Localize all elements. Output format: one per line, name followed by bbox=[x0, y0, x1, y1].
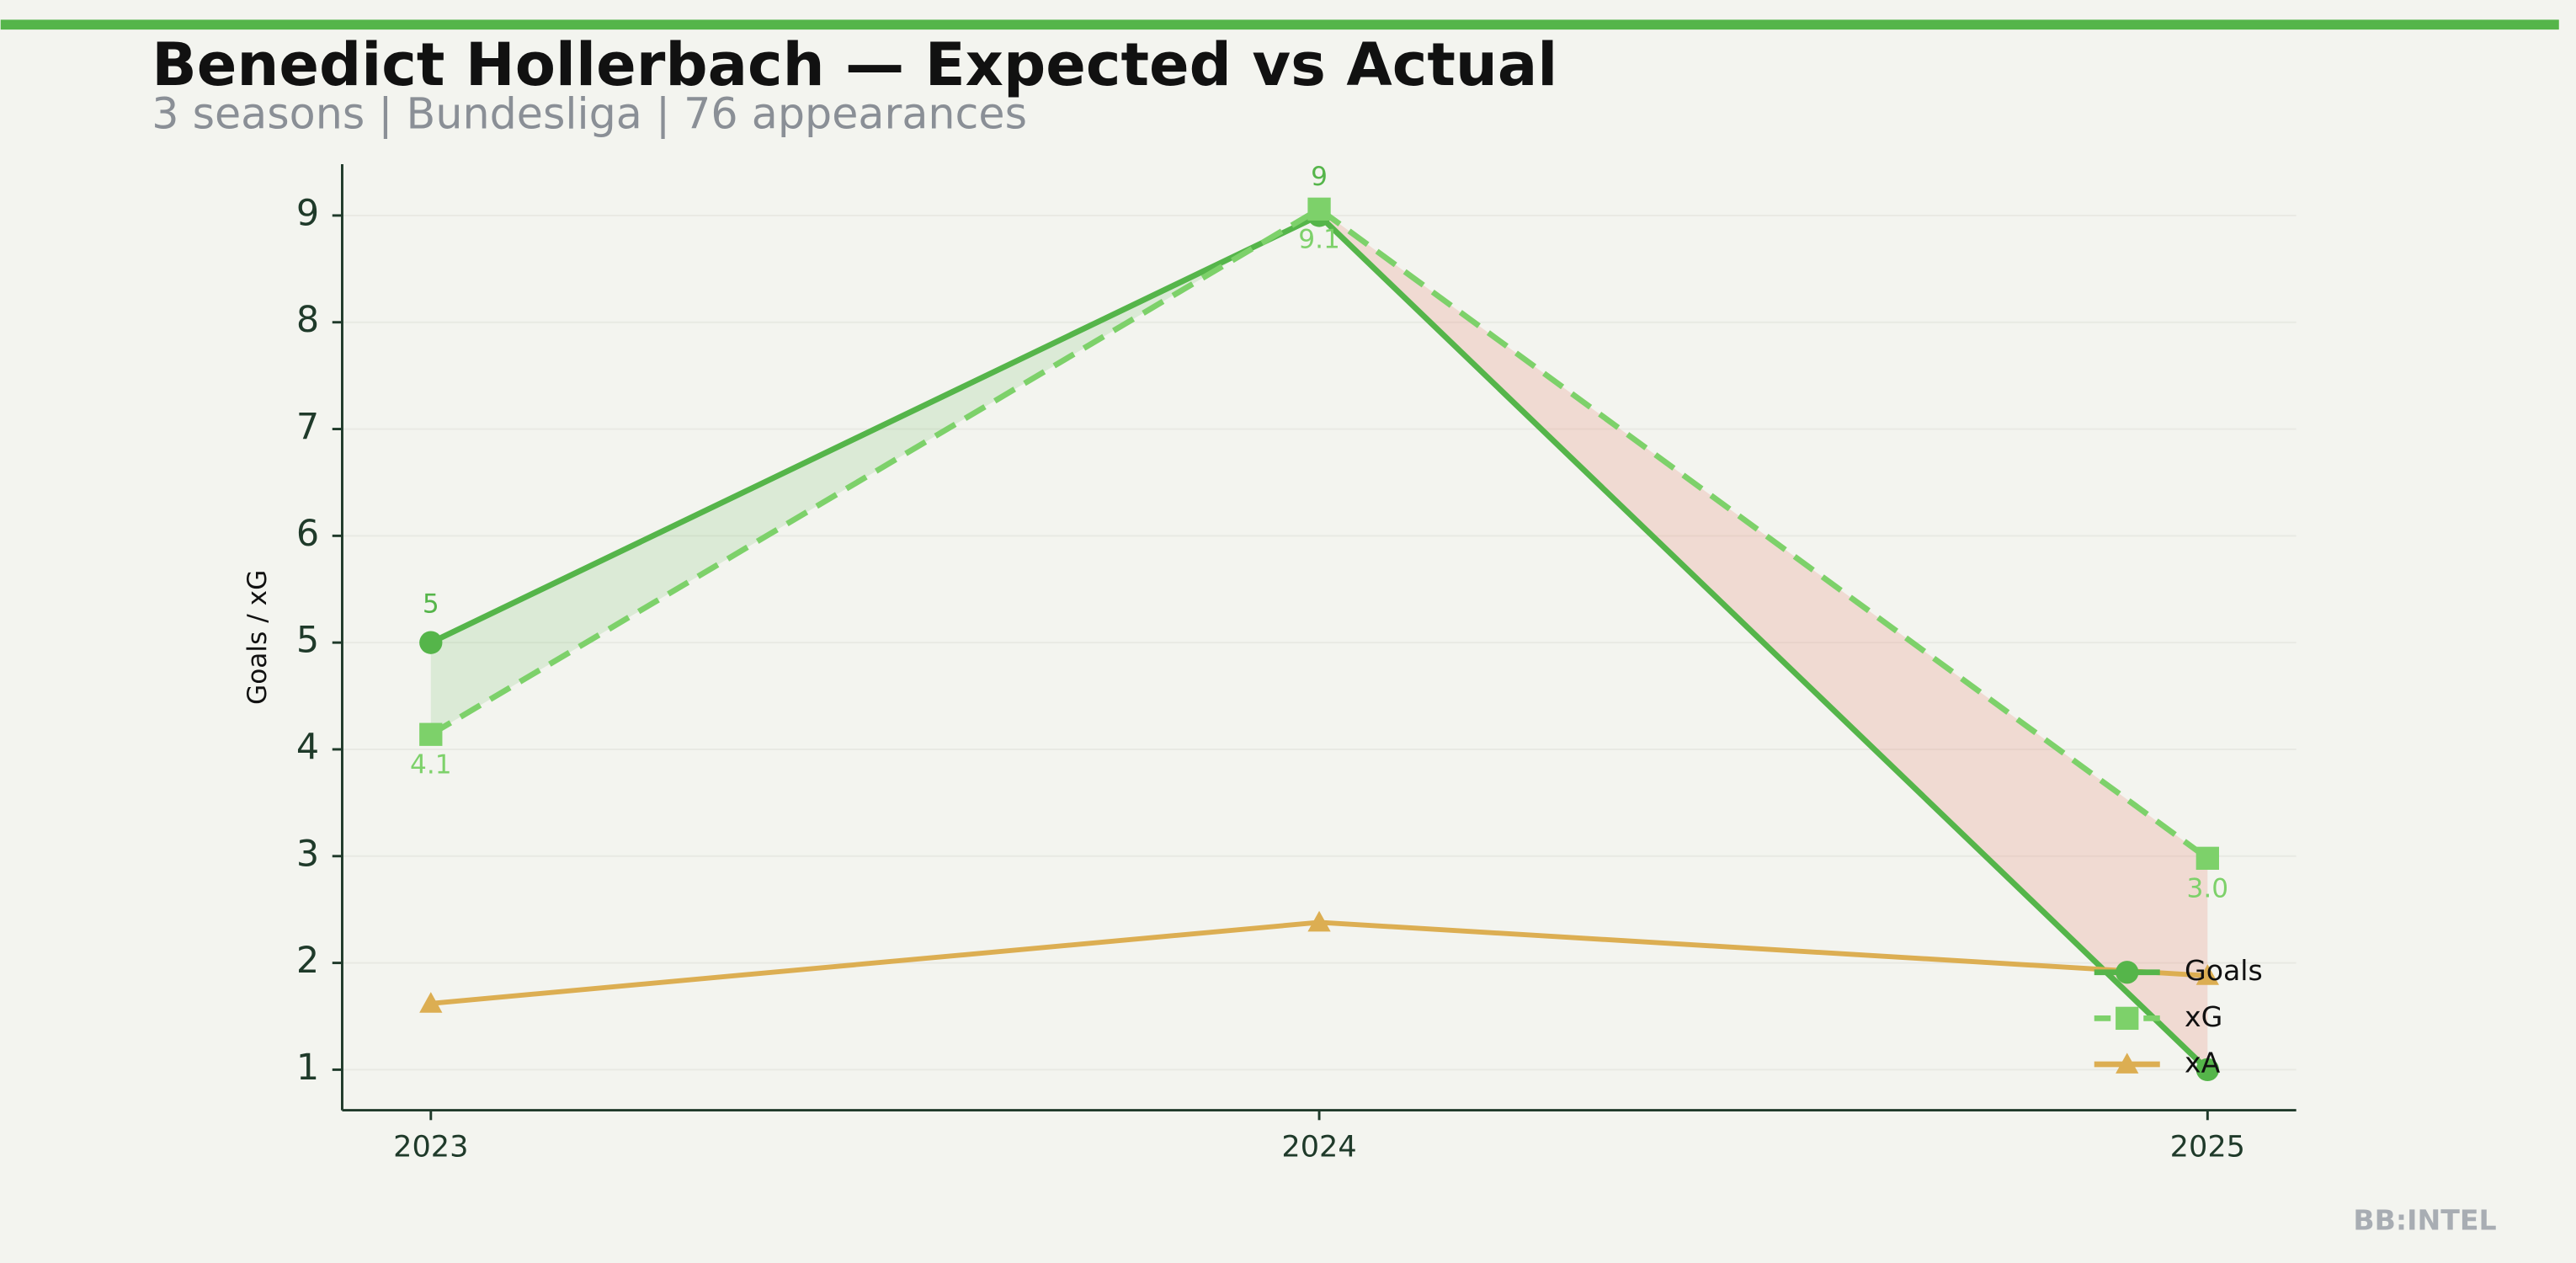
y-axis-label: Goals / xG bbox=[242, 570, 273, 705]
x-tick-label: 2024 bbox=[1281, 1129, 1356, 1164]
fill-between bbox=[430, 243, 1262, 735]
chart-subtitle: 3 seasons | Bundesliga | 76 appearances bbox=[152, 88, 1027, 139]
marker bbox=[2195, 846, 2219, 870]
y-tick-label: 1 bbox=[296, 1047, 319, 1089]
marker bbox=[1307, 910, 1331, 932]
value-label: 9 bbox=[1311, 162, 1328, 192]
marker bbox=[2116, 1052, 2139, 1074]
marker bbox=[419, 631, 443, 654]
marker bbox=[419, 992, 443, 1013]
marker bbox=[2116, 1006, 2139, 1031]
marker bbox=[2195, 964, 2219, 985]
value-label: 5 bbox=[423, 589, 439, 619]
value-label: 9.1 bbox=[1298, 224, 1340, 254]
x-tick-label: 2023 bbox=[393, 1129, 468, 1164]
marker bbox=[1307, 197, 1331, 221]
y-tick-label: 2 bbox=[296, 940, 319, 982]
y-tick-label: 7 bbox=[296, 406, 319, 448]
y-tick-label: 8 bbox=[296, 299, 319, 341]
y-tick-label: 9 bbox=[296, 192, 319, 234]
value-label: 3.0 bbox=[2187, 873, 2229, 903]
value-label: 4.1 bbox=[410, 749, 452, 780]
x-tick-label: 2025 bbox=[2170, 1129, 2245, 1164]
line bbox=[429, 205, 2210, 861]
legend-label: xA bbox=[2185, 1046, 2221, 1079]
marker bbox=[2116, 961, 2139, 984]
marker bbox=[419, 722, 443, 746]
chart-title: Benedict Hollerbach — Expected vs Actual bbox=[152, 30, 1557, 99]
footer: BB:INTEL bbox=[2353, 1204, 2496, 1237]
legend-label: Goals bbox=[2185, 954, 2263, 987]
y-tick-label: 6 bbox=[296, 513, 319, 555]
y-tick-label: 3 bbox=[296, 833, 319, 875]
y-tick-label: 5 bbox=[296, 620, 319, 662]
top-bar bbox=[0, 19, 2559, 30]
marker bbox=[2195, 1058, 2219, 1082]
y-tick-label: 4 bbox=[296, 726, 319, 768]
legend-label: xG bbox=[2185, 1000, 2222, 1033]
